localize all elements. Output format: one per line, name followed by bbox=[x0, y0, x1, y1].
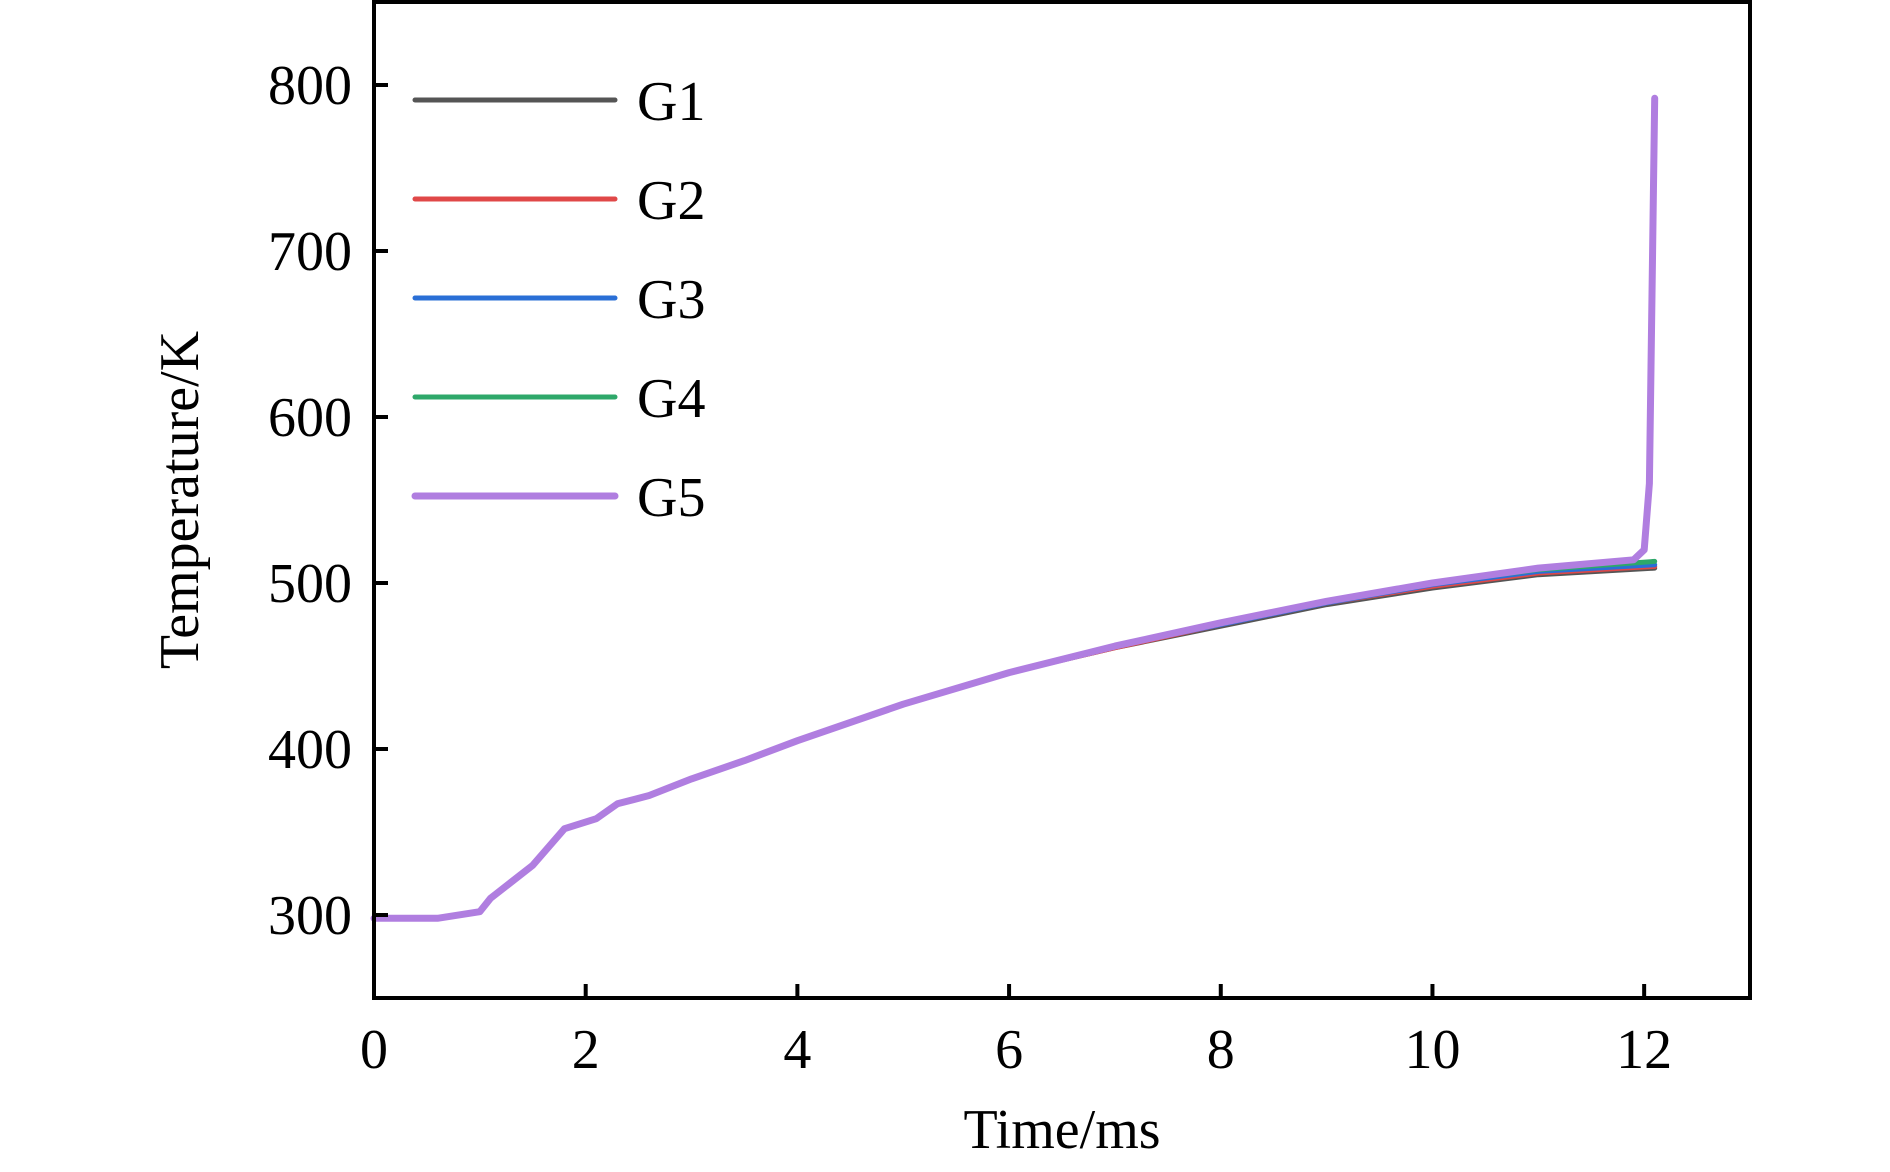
series-line-g2 bbox=[371, 563, 1658, 921]
legend-label: G2 bbox=[637, 170, 705, 232]
x-tick-label: 4 bbox=[783, 1019, 811, 1081]
plot-frame bbox=[372, 0, 1752, 1000]
y-axis-label: Temperature/K bbox=[149, 331, 211, 669]
x-axis-label: Time/ms bbox=[963, 1099, 1160, 1161]
axis-ticks: 0 2 4 6 8 10 12 300 400 500 600 700 800 bbox=[268, 55, 1672, 1081]
legend: G1 G2 G3 G4 G5 bbox=[411, 71, 705, 529]
y-tick-label: 800 bbox=[268, 55, 352, 117]
y-tick-label: 400 bbox=[268, 719, 352, 781]
y-tick-label: 600 bbox=[268, 387, 352, 449]
x-tick-label: 6 bbox=[995, 1019, 1023, 1081]
y-tick-label: 700 bbox=[268, 221, 352, 283]
x-tick-label: 0 bbox=[360, 1019, 388, 1081]
series-line-g1 bbox=[371, 565, 1658, 921]
legend-label: G1 bbox=[637, 71, 705, 133]
legend-label: G3 bbox=[637, 269, 705, 331]
series-line-g4 bbox=[371, 558, 1658, 921]
series-line-g5 bbox=[370, 94, 1659, 922]
series-lines bbox=[370, 94, 1659, 922]
x-tick-label: 8 bbox=[1207, 1019, 1235, 1081]
x-tick-label: 12 bbox=[1616, 1019, 1672, 1081]
x-tick-label: 2 bbox=[572, 1019, 600, 1081]
x-tick-label: 10 bbox=[1404, 1019, 1460, 1081]
series-line-g3 bbox=[371, 562, 1658, 921]
y-tick-label: 300 bbox=[268, 885, 352, 947]
y-tick-label: 500 bbox=[268, 553, 352, 615]
legend-label: G5 bbox=[637, 467, 705, 529]
legend-label: G4 bbox=[637, 368, 705, 430]
